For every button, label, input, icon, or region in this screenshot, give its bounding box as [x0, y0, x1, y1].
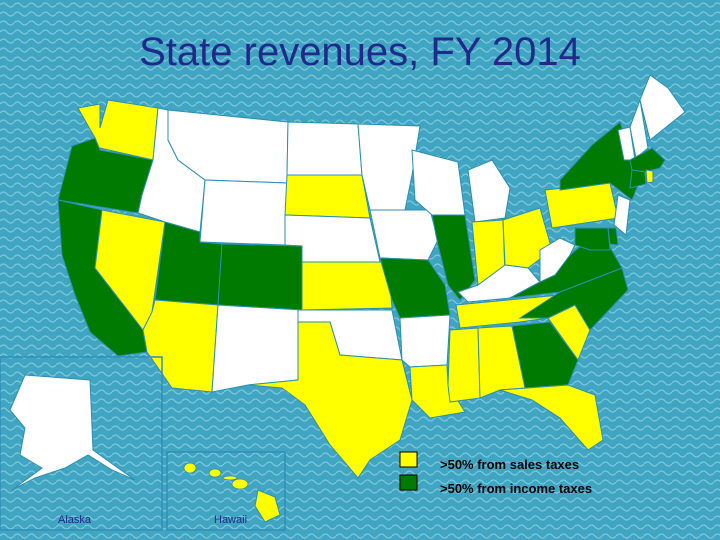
- state-NH[interactable]: [629, 98, 649, 159]
- state-layer: [57, 74, 686, 479]
- state-CO[interactable]: [217, 243, 303, 311]
- state-TN[interactable]: [455, 294, 561, 329]
- state-TX[interactable]: [247, 321, 413, 479]
- state-WY[interactable]: [199, 179, 288, 246]
- state-RI[interactable]: [645, 169, 654, 184]
- hawaii-inset-frame: [166, 451, 286, 531]
- state-AK[interactable]: [9, 374, 136, 491]
- state-IL[interactable]: [431, 214, 476, 301]
- alaska-inset-frame: [0, 356, 163, 531]
- state-IA[interactable]: [369, 209, 439, 261]
- page-title: State revenues, FY 2014: [139, 30, 581, 74]
- state-KS[interactable]: [301, 261, 393, 311]
- state-ME[interactable]: [639, 74, 686, 141]
- hawaii-island-maui: [231, 478, 249, 490]
- hawaii-inset: Hawaii: [166, 451, 286, 531]
- state-ND[interactable]: [286, 121, 363, 176]
- hawaii-island-kauai: [183, 462, 197, 474]
- state-MS[interactable]: [447, 327, 481, 403]
- state-NM[interactable]: [211, 304, 303, 393]
- hawaii-label: Hawaii: [214, 514, 247, 526]
- legend-label-sales: >50% from sales taxes: [440, 457, 579, 472]
- hawaii-island-oahu: [208, 468, 222, 478]
- state-MI[interactable]: [467, 159, 511, 223]
- state-GA[interactable]: [511, 321, 579, 389]
- alaska-inset: Alaska: [0, 356, 163, 531]
- state-AR[interactable]: [399, 314, 451, 368]
- state-SD[interactable]: [284, 174, 371, 219]
- state-FL[interactable]: [499, 384, 604, 451]
- state-CT[interactable]: [629, 169, 647, 189]
- state-LA[interactable]: [409, 364, 466, 419]
- legend-swatch-sales: [399, 451, 418, 468]
- state-WV[interactable]: [539, 237, 576, 283]
- state-MD[interactable]: [574, 227, 611, 251]
- legend: >50% from sales taxes >50% from income t…: [399, 451, 592, 496]
- alaska-label: Alaska: [58, 514, 92, 526]
- legend-label-income: >50% from income taxes: [440, 481, 592, 496]
- hawaii-island-molokai: [222, 475, 238, 481]
- legend-swatch-income: [399, 474, 418, 491]
- state-NJ[interactable]: [613, 194, 631, 236]
- state-HI[interactable]: [254, 489, 281, 523]
